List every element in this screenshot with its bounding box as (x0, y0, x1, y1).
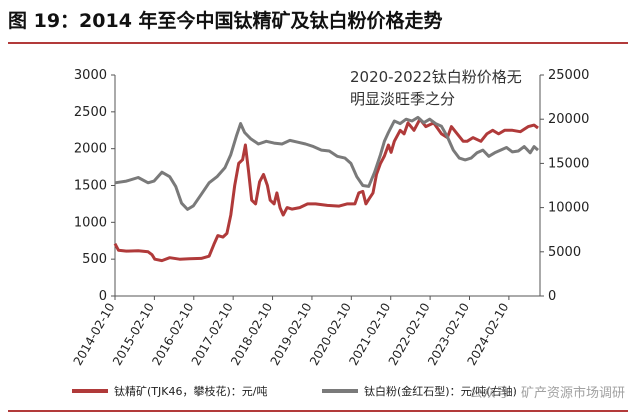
legend-label: 钛白粉(金红石型)：元/吨(右轴) (364, 384, 517, 398)
watermark: 公众号 · 矿产资源市场调研 (469, 386, 625, 401)
left-tick-label: 1000 (74, 215, 107, 230)
right-tick-label: 20000 (548, 112, 589, 127)
chart-legend: 钛精矿(TJK46，攀枝花)：元/吨 钛白粉(金红石型)：元/吨(右轴) (72, 384, 517, 398)
x-tick-label: 2021-02-10 (346, 301, 393, 368)
series-line-tio2 (114, 115, 540, 211)
chart-series (113, 115, 540, 263)
legend-label: 钛精矿(TJK46，攀枝花)：元/吨 (114, 384, 267, 398)
right-tick-label: 0 (548, 289, 556, 304)
right-tick-label: 25000 (548, 68, 589, 83)
x-tick-label: 2014-02-10 (71, 301, 118, 368)
x-tick-label: 2024-02-10 (464, 301, 511, 368)
annotation-line: 2020-2022钛白粉价格无 (350, 68, 522, 86)
left-tick-label: 2000 (74, 142, 107, 157)
series-line-ilmenite (113, 117, 539, 263)
right-tick-label: 5000 (548, 245, 581, 260)
x-tick-label: 2017-02-10 (189, 301, 236, 368)
left-tick-label: 3000 (74, 68, 107, 83)
x-tick-label: 2015-02-10 (110, 301, 157, 368)
x-tick-label: 2023-02-10 (425, 300, 472, 367)
x-tick-label: 2018-02-10 (228, 301, 275, 368)
x-tick-label: 2016-02-10 (149, 301, 196, 368)
right-tick-label: 10000 (548, 201, 589, 216)
x-tick-label: 2019-02-10 (268, 301, 315, 368)
left-tick-label: 1500 (74, 179, 107, 194)
bottom-divider (8, 410, 628, 412)
left-tick-label: 0 (99, 289, 107, 304)
x-tick-label: 2022-02-10 (386, 301, 433, 368)
right-tick-label: 15000 (548, 156, 589, 171)
title-divider (8, 42, 628, 44)
x-tick-label: 2020-02-10 (307, 301, 354, 368)
chart-axes: 0 500 1000 1500 2000 2500 3000 0 5000 10000 15000 2… (71, 68, 590, 368)
left-tick-label: 500 (82, 252, 107, 267)
left-tick-label: 2500 (74, 105, 107, 120)
annotation-line: 明显淡旺季之分 (350, 90, 455, 108)
page-title: 图 19：2014 年至今中国钛精矿及钛白粉价格走势 (8, 10, 443, 32)
